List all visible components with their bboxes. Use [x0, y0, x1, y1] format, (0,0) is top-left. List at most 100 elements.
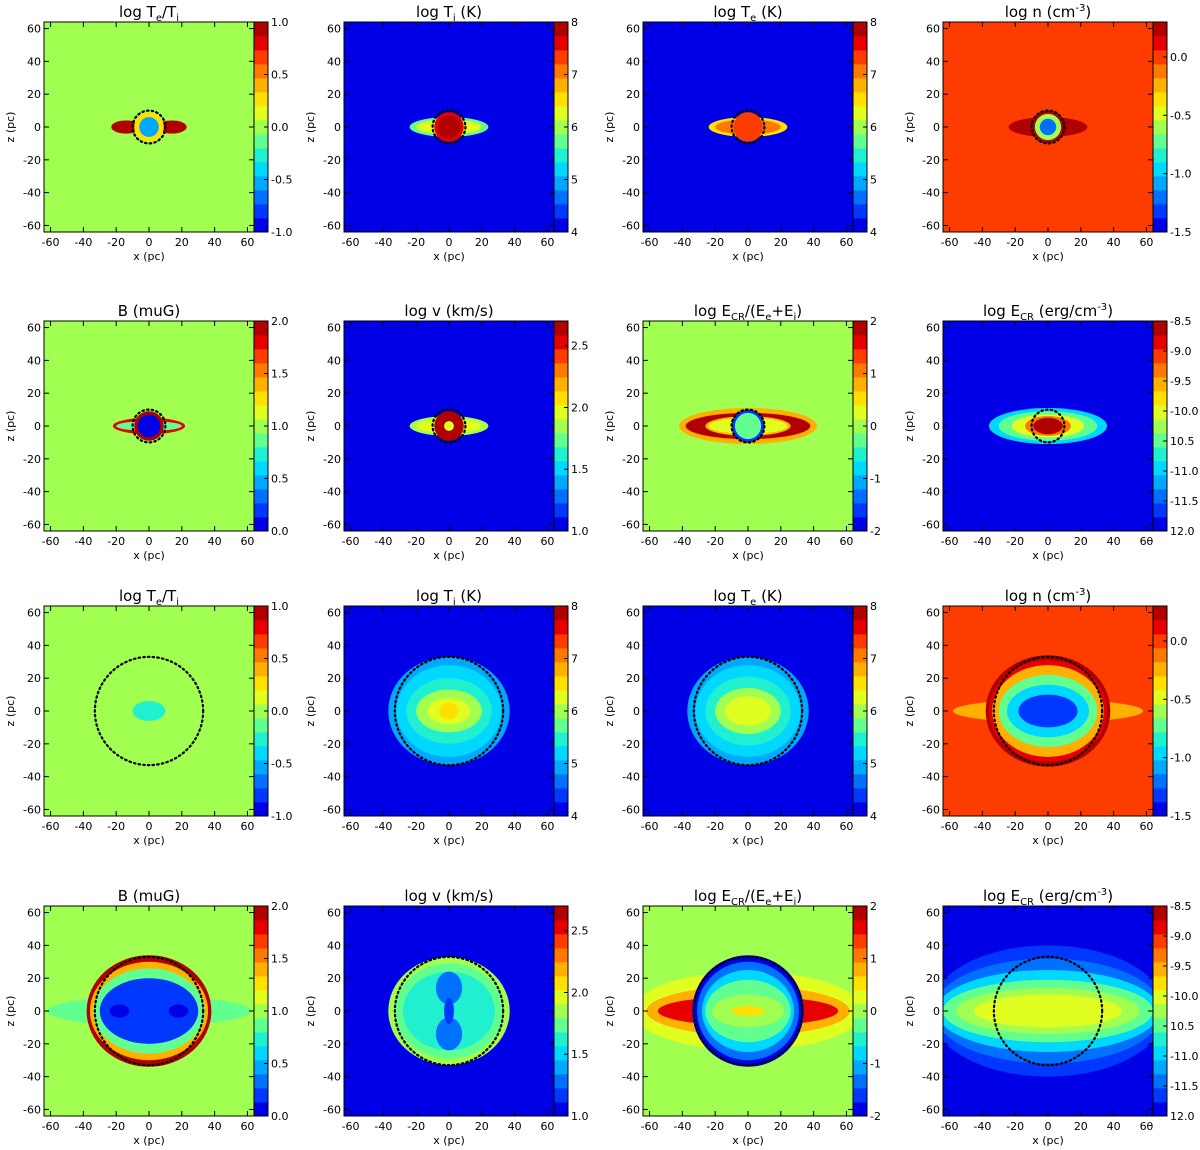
colorbar: 1.0 1.5 2.0 2.5: [553, 905, 589, 1123]
title-segment: log T: [119, 3, 157, 21]
x-tick-label: 20: [1074, 236, 1088, 249]
x-tick-label: -60: [342, 820, 360, 833]
colorbar-tick-label: 2.0: [571, 986, 589, 999]
colorbar-swatch: [254, 391, 268, 406]
y-tick-label: 40: [926, 939, 940, 952]
colorbar-swatch: [1153, 606, 1167, 621]
x-tick-label: 20: [774, 1120, 788, 1133]
x-tick-label: 0: [1045, 236, 1052, 249]
colorbar-swatch: [1153, 489, 1167, 504]
x-tick-label: -60: [641, 535, 659, 548]
colorbar-tick-label: 1.0: [271, 600, 289, 613]
colorbar-swatch: [554, 204, 568, 219]
y-tick-label: 60: [926, 23, 940, 36]
colorbar-swatch: [254, 162, 268, 177]
shell-radius-circle: [431, 408, 467, 444]
y-tick-label: -20: [23, 738, 41, 751]
x-tick-label: 0: [146, 820, 153, 833]
title-segment: (K): [756, 587, 782, 605]
title-segment: log E: [694, 887, 731, 905]
y-tick-label: 60: [327, 607, 341, 620]
y-tick-label: 0: [633, 705, 640, 718]
colorbar-swatch: [254, 78, 268, 93]
colorbar-swatch: [254, 788, 268, 803]
colorbar-swatch: [853, 788, 867, 803]
colorbar-swatch: [554, 1046, 568, 1061]
y-tick-label: -20: [23, 1038, 41, 1051]
colorbar-swatch: [554, 517, 568, 532]
y-tick-label: -60: [922, 518, 940, 531]
colorbar-swatch: [853, 934, 867, 949]
shell-radius-circle: [1030, 109, 1066, 145]
colorbar-tick-label: 7: [571, 69, 578, 82]
title-segment: log E: [694, 302, 731, 320]
x-tick-label: -60: [641, 236, 659, 249]
colorbar-swatch: [853, 335, 867, 350]
x-axis-label: x (pc): [1032, 250, 1064, 263]
panel-title: log ECR (erg/cm-3): [983, 887, 1113, 908]
colorbar-swatch: [554, 36, 568, 51]
colorbar-swatch: [254, 50, 268, 65]
x-tick-label: -20: [107, 535, 125, 548]
title-segment: i: [453, 597, 456, 608]
y-tick-label: 20: [926, 672, 940, 685]
colorbar-swatch: [254, 363, 268, 378]
x-axis-label: x (pc): [732, 1134, 764, 1147]
y-tick-label: -60: [323, 1103, 341, 1116]
colorbar-frame: [1152, 320, 1168, 532]
colorbar-swatch: [1153, 1102, 1167, 1117]
shell-radius-circle: [431, 109, 467, 145]
x-tick-label: 6θ: [1140, 1120, 1154, 1133]
x-tick-label: -60: [941, 236, 959, 249]
x-tick-label: 60: [540, 820, 554, 833]
feature-contour: [137, 414, 161, 438]
colorbar-tick-label: 1.5: [571, 463, 589, 476]
x-tick-label: 40: [807, 1120, 821, 1133]
colorbar-tick-label: 12.0: [1170, 1110, 1195, 1123]
colorbar-swatch: [853, 405, 867, 420]
y-tick-label: 0: [334, 705, 341, 718]
panel-title: log ECR/(Ee+Ei): [694, 887, 802, 908]
colorbar-swatch: [254, 36, 268, 51]
colorbar-swatch: [1153, 405, 1167, 420]
title-segment: +E: [771, 887, 793, 905]
colorbar-swatch: [554, 349, 568, 364]
colorbar-swatch: [554, 377, 568, 392]
colorbar-swatch: [853, 648, 867, 663]
shell-radius-circle: [393, 955, 505, 1067]
colorbar-swatch: [853, 176, 867, 191]
colorbar-swatch: [554, 22, 568, 37]
colorbar: 0.0 0.5 1.0 1.5 2.0: [253, 315, 289, 538]
colorbar-swatch: [554, 704, 568, 719]
x-tick-label: 0: [146, 236, 153, 249]
colorbar-swatch: [1153, 50, 1167, 65]
y-tick-label: -60: [622, 803, 640, 816]
y-tick-label: 0: [334, 121, 341, 134]
feature-contour: [444, 421, 454, 431]
shell-radius-circle: [131, 408, 167, 444]
colorbar-swatch: [853, 36, 867, 51]
heatmap-panel: -60 -40 -20 0 20 40 6θ -60 -40 -20 0 20 40 60 x (pc) z …: [903, 887, 1198, 1147]
x-tick-label: -20: [407, 820, 425, 833]
x-tick-label: -20: [407, 1120, 425, 1133]
x-tick-label: -60: [941, 820, 959, 833]
y-tick-label: -60: [23, 1103, 41, 1116]
colorbar-swatch: [1153, 335, 1167, 350]
title-segment: log T: [713, 587, 751, 605]
x-tick-label: -60: [42, 236, 60, 249]
feature-contour: [435, 971, 463, 1005]
plot-features: [687, 656, 809, 766]
colorbar-swatch: [1153, 363, 1167, 378]
colorbar-swatch: [853, 162, 867, 177]
title-segment: log v (km/s): [404, 887, 493, 905]
x-axis-label: x (pc): [433, 1134, 465, 1147]
colorbar-tick-label: 7: [571, 653, 578, 666]
y-tick-label: 0: [34, 1005, 41, 1018]
colorbar-swatch: [1153, 321, 1167, 336]
shell-radius-circle: [692, 655, 804, 767]
